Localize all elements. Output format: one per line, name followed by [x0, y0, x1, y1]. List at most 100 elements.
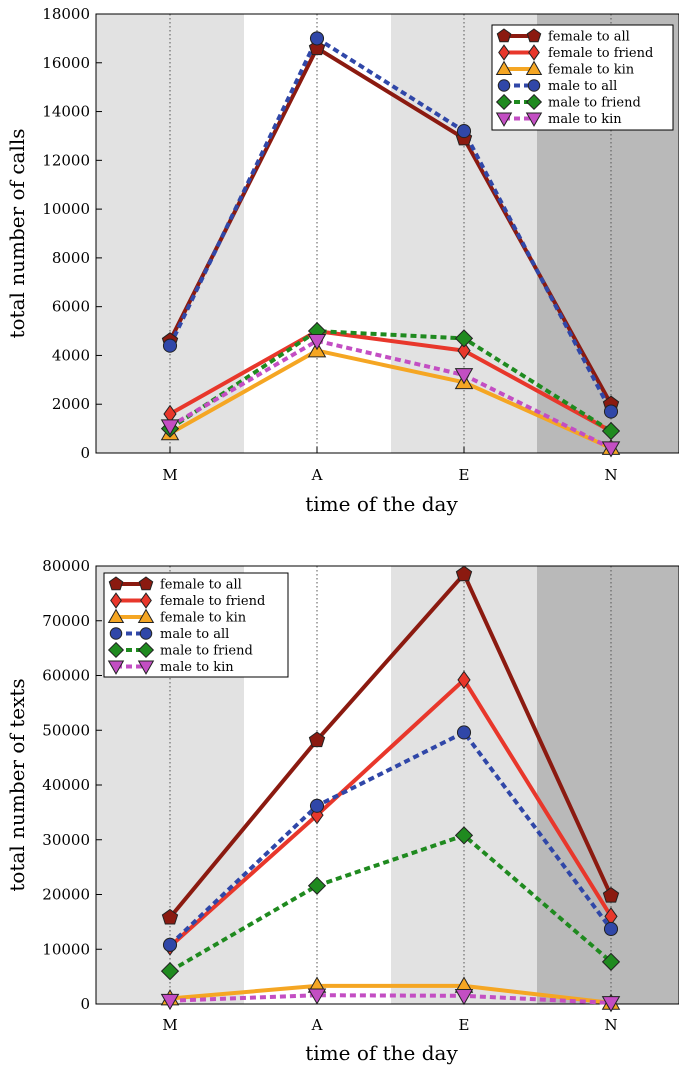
- y-tick-label: 12000: [42, 151, 90, 169]
- data-point-female-to-all: [161, 908, 179, 925]
- legend-marker: [110, 592, 122, 609]
- legend-label: female to kin: [548, 63, 635, 78]
- legend-label: female to all: [160, 578, 242, 593]
- legend-label: male to friend: [548, 96, 641, 111]
- legend-marker: [138, 576, 154, 591]
- y-tick-label: 30000: [42, 831, 90, 849]
- y-tick-label: 0: [80, 995, 90, 1013]
- data-point-male-to-kin: [160, 419, 180, 436]
- series-line-male-to-friend: [168, 329, 613, 433]
- legend-marker: [497, 79, 511, 92]
- legend-label: male to all: [160, 627, 229, 642]
- data-point-male-to-all: [603, 921, 619, 937]
- series-line-female-to-friend: [169, 329, 612, 433]
- x-tick-label: E: [459, 1016, 470, 1034]
- data-point-male-to-friend: [454, 329, 474, 348]
- data-point-male-to-all: [603, 404, 619, 419]
- x-tick-label: E: [459, 466, 470, 484]
- y-tick-label: 14000: [42, 103, 90, 121]
- legend-marker: [137, 641, 155, 659]
- legend-marker: [525, 93, 543, 111]
- data-point-male-to-friend: [601, 952, 621, 971]
- legend-marker: [139, 627, 153, 640]
- series-group: [160, 31, 621, 458]
- legend-box: [491, 24, 674, 131]
- series-line-female-to-kin: [169, 348, 612, 450]
- data-point-male-to-all: [162, 338, 178, 353]
- data-point-male-to-friend: [454, 826, 474, 845]
- legend-marker: [109, 627, 123, 640]
- data-point-male-to-all: [309, 31, 325, 46]
- legend-label: male to friend: [160, 644, 253, 659]
- legend-label: male to all: [548, 79, 617, 94]
- data-point-male-to-kin: [454, 368, 474, 385]
- legend-marker: [107, 608, 125, 624]
- data-point-male-to-kin: [601, 441, 621, 458]
- legend-marker: [107, 641, 125, 659]
- y-tick-label: 2000: [52, 395, 90, 413]
- legend-marker: [498, 44, 510, 61]
- legend-marker: [137, 608, 155, 624]
- legend-marker: [525, 60, 543, 76]
- y-tick-label: 40000: [42, 776, 90, 794]
- legend-marker: [526, 28, 542, 43]
- y-tick-label: 50000: [42, 721, 90, 739]
- series-line-male-to-all: [168, 730, 613, 947]
- x-tick-label: M: [162, 1016, 177, 1034]
- y-tick-label: 10000: [42, 940, 90, 958]
- x-axis-label: time of the day: [305, 492, 458, 516]
- legend-marker: [108, 576, 124, 591]
- y-tick-label: 18000: [42, 5, 90, 23]
- series-line-male-to-kin: [169, 993, 612, 1005]
- data-point-female-to-all: [602, 886, 620, 903]
- legend-label: male to kin: [548, 112, 622, 127]
- series-line-male-to-kin: [168, 338, 612, 450]
- y-tick-label: 20000: [42, 886, 90, 904]
- x-tick-label: A: [311, 466, 323, 484]
- series-line-female-to-friend: [168, 677, 613, 948]
- y-tick-label: 70000: [42, 612, 90, 630]
- legend-marker: [495, 60, 513, 76]
- series-line-male-to-friend: [168, 833, 613, 973]
- data-point-male-to-all: [456, 124, 472, 139]
- data-point-male-to-all: [162, 937, 178, 952]
- y-tick-label: 6000: [52, 298, 90, 316]
- data-point-male-to-friend: [160, 962, 180, 981]
- y-tick-label: 60000: [42, 667, 90, 685]
- data-point-male-to-kin: [307, 988, 327, 1005]
- legend-box: [103, 572, 289, 678]
- x-axis-label: time of the day: [305, 1041, 458, 1065]
- series-line-female-to-kin: [169, 983, 612, 1005]
- legend-marker: [495, 93, 513, 111]
- data-point-male-to-kin: [601, 996, 621, 1013]
- plot-frame: [95, 13, 679, 454]
- y-axis-label: total number of calls: [5, 128, 29, 338]
- legend-label: female to friend: [160, 594, 265, 609]
- legend-label: female to friend: [548, 46, 653, 61]
- data-point-female-to-all: [308, 731, 326, 748]
- y-tick-label: 80000: [42, 557, 90, 575]
- x-tick-label: N: [604, 1016, 617, 1034]
- y-tick-label: 16000: [42, 54, 90, 72]
- x-tick-label: A: [311, 1016, 323, 1034]
- series-line-female-to-all: [168, 572, 613, 919]
- legend-marker: [495, 112, 513, 127]
- legend-marker: [527, 79, 541, 92]
- y-tick-label: 0: [80, 444, 90, 462]
- series-line-male-to-all: [168, 36, 613, 413]
- y-tick-label: 8000: [52, 249, 90, 267]
- texts-chart: 0 10000 20000 30000 40000 50000 60000 70000 8000…: [5, 557, 679, 1065]
- data-point-female-to-all: [455, 565, 473, 582]
- legend-label: female to kin: [160, 611, 247, 626]
- data-point-male-to-all: [309, 798, 325, 813]
- legend-marker: [137, 660, 155, 675]
- legend-label: male to kin: [160, 660, 234, 675]
- data-point-male-to-all: [456, 725, 472, 740]
- legend-marker: [525, 112, 543, 127]
- data-point-female-to-friend: [457, 670, 471, 690]
- data-point-male-to-kin: [454, 988, 474, 1006]
- data-point-male-to-kin: [160, 993, 180, 1011]
- y-axis-label: total number of texts: [5, 678, 29, 891]
- x-tick-label: N: [604, 466, 617, 484]
